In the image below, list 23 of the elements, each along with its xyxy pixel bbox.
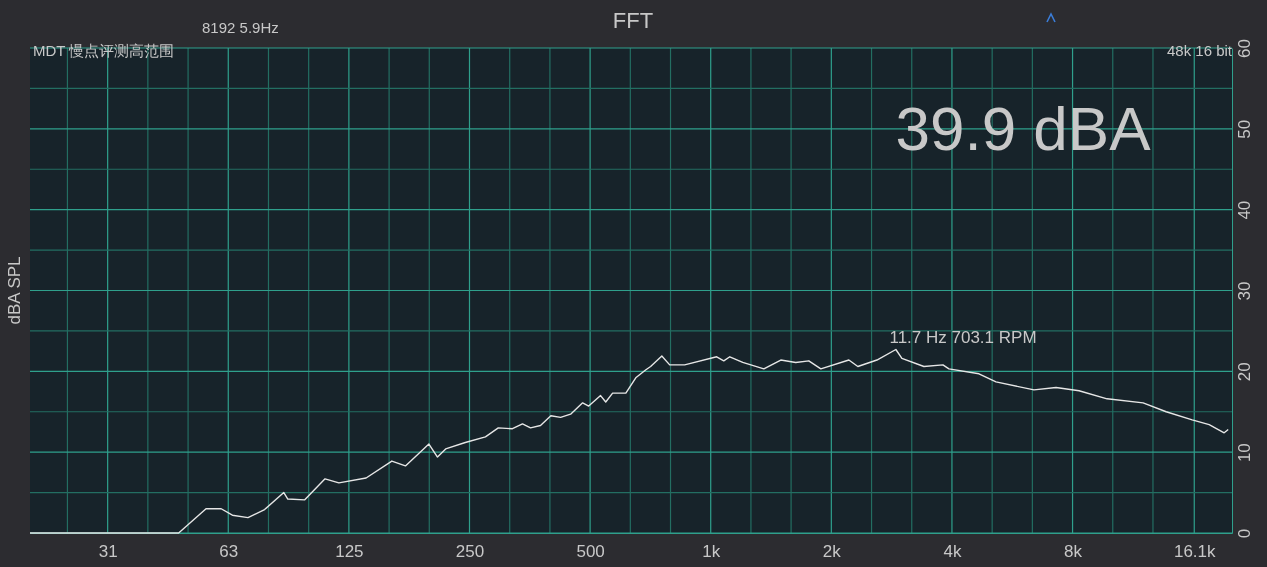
y-axis-title: dBA SPL (5, 256, 24, 325)
x-tick-label: 63 (219, 542, 239, 562)
y-tick-label: 0 (1235, 528, 1254, 539)
x-tick-label: 31 (98, 542, 118, 562)
x-tick-label: 250 (455, 542, 485, 562)
x-tick-label: 2k (822, 542, 842, 562)
y-tick-label: 20 (1235, 362, 1254, 382)
x-tick-label: 500 (576, 542, 605, 562)
y-tick-label: 40 (1235, 200, 1254, 220)
x-tick-label: 16.1k (1173, 542, 1217, 562)
x-tick-label: 4k (943, 542, 962, 562)
y-tick-label: 50 (1235, 119, 1254, 139)
annotation: MDT 慢点评测高范围 (33, 42, 175, 59)
x-tick-label: 1k (702, 542, 721, 562)
y-tick-label: 60 (1235, 39, 1254, 58)
text: 8192 5.9Hz (202, 19, 279, 36)
annotation: 11.7 Hz 703.1 RPM (889, 328, 1037, 347)
annotation: 48k 16 bit (1166, 42, 1233, 59)
x-tick-label: 125 (335, 542, 364, 562)
y-tick-label: 10 (1235, 443, 1254, 463)
chart-title: FFT (612, 8, 654, 33)
x-tick-label: 8k (1064, 542, 1083, 562)
y-tick-label: 30 (1235, 281, 1254, 301)
